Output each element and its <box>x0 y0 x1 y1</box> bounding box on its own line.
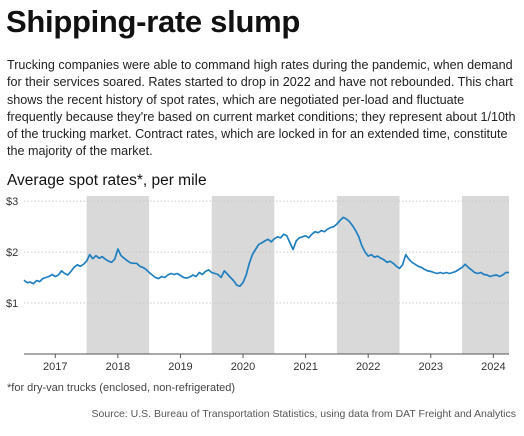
y-tick-label: $3 <box>6 196 18 208</box>
x-axis-tick-labels: 2017 2018 2019 2020 2021 2022 2023 2024 <box>43 354 506 373</box>
gridlines <box>24 200 509 304</box>
x-tick-label: 2018 <box>106 361 130 373</box>
x-tick-label: 2020 <box>231 361 255 373</box>
y-tick-label: $2 <box>6 247 18 259</box>
shaded-band <box>336 196 400 354</box>
intro-paragraph: Trucking companies were able to command … <box>7 58 516 159</box>
x-tick-label: 2023 <box>419 361 443 373</box>
line-chart: $1 $2 $3 2017 2018 2019 2020 2021 2022 2023 2024 <box>6 196 509 373</box>
spot-rate-line <box>23 216 509 288</box>
x-tick-label: 2021 <box>293 361 317 373</box>
shaded-band <box>86 196 150 354</box>
x-tick-label: 2017 <box>43 361 67 373</box>
shaded-year-bands <box>86 196 509 354</box>
y-axis-tick-labels: $1 $2 $3 <box>6 196 18 310</box>
shaded-band <box>211 196 275 354</box>
chart-title: Shipping-rate slump <box>6 4 300 39</box>
y-tick-label: $1 <box>6 298 18 310</box>
x-tick-label: 2019 <box>168 361 192 373</box>
x-tick-label: 2024 <box>481 361 505 373</box>
source-note: Source: U.S. Bureau of Transportation St… <box>91 408 516 420</box>
chart-subtitle: Average spot rates*, per mile <box>7 172 207 189</box>
x-tick-label: 2022 <box>356 361 380 373</box>
footnote: *for dry-van trucks (enclosed, non-refri… <box>7 382 236 394</box>
